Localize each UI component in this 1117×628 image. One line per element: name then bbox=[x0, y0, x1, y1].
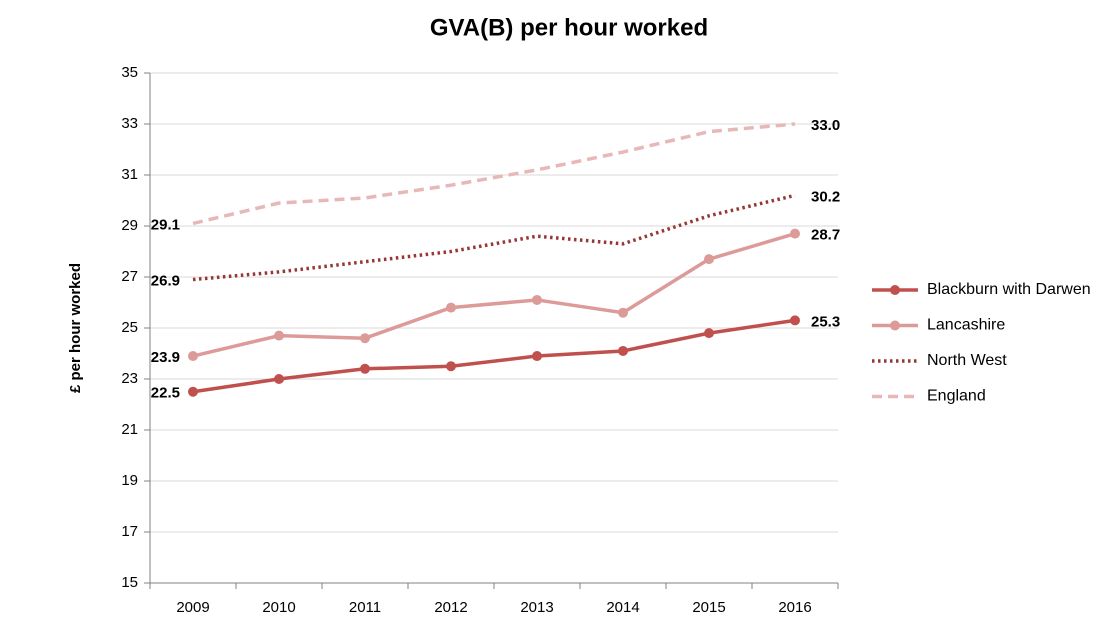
legend-label: England bbox=[927, 388, 986, 405]
legend-label: Lancashire bbox=[927, 317, 1005, 334]
point bbox=[446, 361, 456, 372]
legend-label: Blackburn with Darwen bbox=[927, 281, 1091, 298]
y-tick-label: 35 bbox=[121, 64, 138, 81]
y-axis-label: £ per hour worked bbox=[67, 263, 84, 393]
series-line bbox=[192, 231, 796, 358]
y-tick-label: 23 bbox=[121, 370, 138, 387]
point bbox=[790, 315, 800, 326]
data-label: 33.0 bbox=[811, 117, 840, 134]
data-label: 23.9 bbox=[151, 349, 180, 366]
data-label: 28.7 bbox=[811, 227, 840, 244]
x-tick-label: 2012 bbox=[434, 599, 467, 616]
y-tick-label: 27 bbox=[121, 268, 138, 285]
y-tick-label: 15 bbox=[121, 574, 138, 591]
series-line bbox=[192, 318, 796, 394]
x-tick-label: 2009 bbox=[176, 599, 209, 616]
point bbox=[532, 351, 542, 362]
point bbox=[446, 302, 456, 313]
y-tick-label: 33 bbox=[121, 115, 138, 132]
point bbox=[790, 228, 800, 239]
data-label: 30.2 bbox=[811, 188, 840, 205]
y-tick-label: 31 bbox=[121, 166, 138, 183]
point bbox=[618, 345, 628, 356]
legend-marker bbox=[890, 285, 900, 295]
x-tick-label: 2011 bbox=[349, 599, 381, 616]
y-tick-label: 17 bbox=[121, 523, 138, 540]
point bbox=[188, 351, 198, 362]
point bbox=[274, 330, 284, 341]
point bbox=[274, 374, 284, 384]
y-tick-label: 25 bbox=[121, 319, 138, 336]
x-tick-label: 2016 bbox=[778, 599, 811, 616]
series-line bbox=[192, 122, 796, 226]
point bbox=[704, 328, 714, 339]
data-label: 25.3 bbox=[811, 313, 840, 330]
chart-title: GVA(B) per hour worked bbox=[430, 14, 708, 41]
x-tick-label: 2013 bbox=[520, 599, 553, 616]
point bbox=[618, 307, 628, 318]
legend-marker bbox=[890, 320, 900, 331]
data-label: 26.9 bbox=[151, 273, 180, 290]
x-tick-label: 2014 bbox=[606, 599, 639, 616]
point bbox=[360, 333, 370, 344]
x-tick-label: 2015 bbox=[692, 599, 725, 616]
data-label: 22.5 bbox=[151, 385, 180, 402]
legend-label: North West bbox=[927, 352, 1007, 369]
y-tick-label: 21 bbox=[121, 421, 138, 438]
data-label: 29.1 bbox=[151, 216, 180, 233]
point bbox=[360, 363, 370, 374]
point bbox=[704, 254, 714, 265]
x-tick-label: 2010 bbox=[262, 599, 295, 616]
y-tick-label: 29 bbox=[121, 217, 138, 234]
point bbox=[532, 294, 542, 305]
y-tick-label: 19 bbox=[121, 472, 138, 489]
point bbox=[188, 386, 198, 397]
series-line bbox=[192, 193, 796, 282]
